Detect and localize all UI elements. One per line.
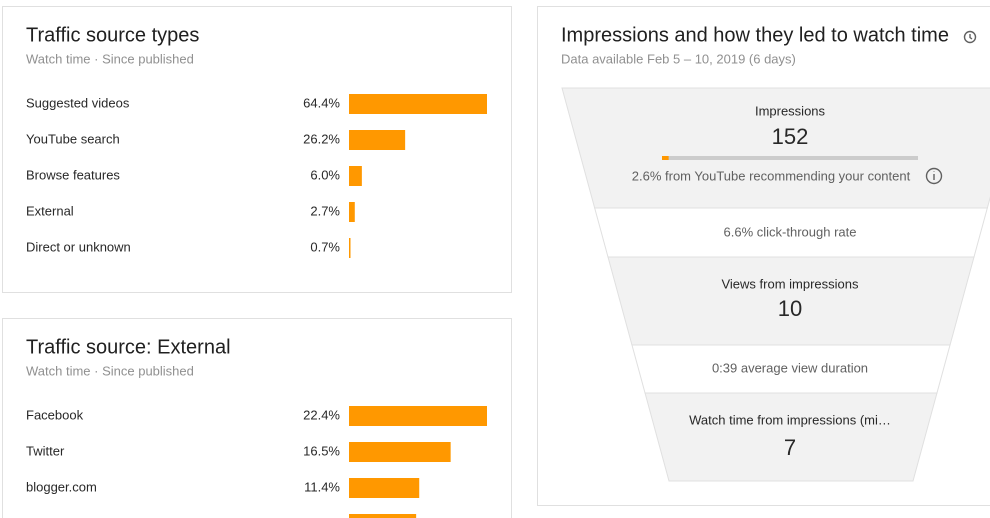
row-value: 11.4% bbox=[304, 479, 340, 494]
funnel-label: Impressions bbox=[755, 103, 826, 118]
progress-fill bbox=[662, 156, 669, 160]
card-subtitle: Data available Feb 5 – 10, 2019 (6 days) bbox=[561, 51, 796, 66]
row-name: YouTube search bbox=[26, 131, 120, 146]
funnel-value: 152 bbox=[772, 124, 809, 149]
bar bbox=[349, 166, 362, 186]
progress-track bbox=[662, 156, 918, 160]
row-value: 6.0% bbox=[310, 167, 340, 182]
row-name: Suggested videos bbox=[26, 95, 130, 110]
bar bbox=[349, 514, 417, 518]
funnel-note: 2.6% from YouTube recommending your cont… bbox=[632, 168, 911, 183]
row-value: 22.4% bbox=[303, 407, 340, 422]
bar bbox=[349, 478, 420, 498]
funnel-value: 10 bbox=[778, 296, 802, 321]
funnel-label: Watch time from impressions (mi… bbox=[689, 412, 891, 427]
funnel-value: 7 bbox=[784, 435, 796, 460]
row-value: 64.4% bbox=[303, 95, 340, 110]
funnel-label: Views from impressions bbox=[721, 276, 859, 291]
row-value: 2.7% bbox=[310, 203, 340, 218]
card-title: Traffic source: External bbox=[26, 336, 231, 358]
row-value: 16.5% bbox=[303, 443, 340, 458]
row-name: Browse features bbox=[26, 167, 120, 182]
bar bbox=[349, 442, 451, 462]
row-value: 0.7% bbox=[310, 239, 340, 254]
row-name: Direct or unknown bbox=[26, 239, 131, 254]
row-name: External bbox=[26, 203, 74, 218]
card-subtitle: Watch time · Since published bbox=[26, 51, 194, 66]
card-title: Impressions and how they led to watch ti… bbox=[561, 24, 949, 46]
bar bbox=[349, 406, 487, 426]
card-subtitle: Watch time · Since published bbox=[26, 363, 194, 378]
row-name: Facebook bbox=[26, 407, 84, 422]
funnel bbox=[561, 87, 990, 482]
funnel-stage bbox=[644, 392, 938, 482]
bar bbox=[349, 238, 351, 258]
bar bbox=[349, 94, 487, 114]
card bbox=[2, 6, 512, 293]
card-title: Traffic source types bbox=[26, 24, 199, 46]
info-icon[interactable] bbox=[925, 167, 943, 185]
row-name: Twitter bbox=[26, 443, 65, 458]
funnel-rate: 0:39 average view duration bbox=[712, 360, 868, 375]
history-icon[interactable] bbox=[963, 30, 977, 44]
row-name: blogger.com bbox=[26, 479, 97, 494]
row-value: 26.2% bbox=[303, 131, 340, 146]
bar bbox=[349, 202, 355, 222]
bar bbox=[349, 130, 406, 150]
funnel-rate: 6.6% click-through rate bbox=[724, 224, 857, 239]
